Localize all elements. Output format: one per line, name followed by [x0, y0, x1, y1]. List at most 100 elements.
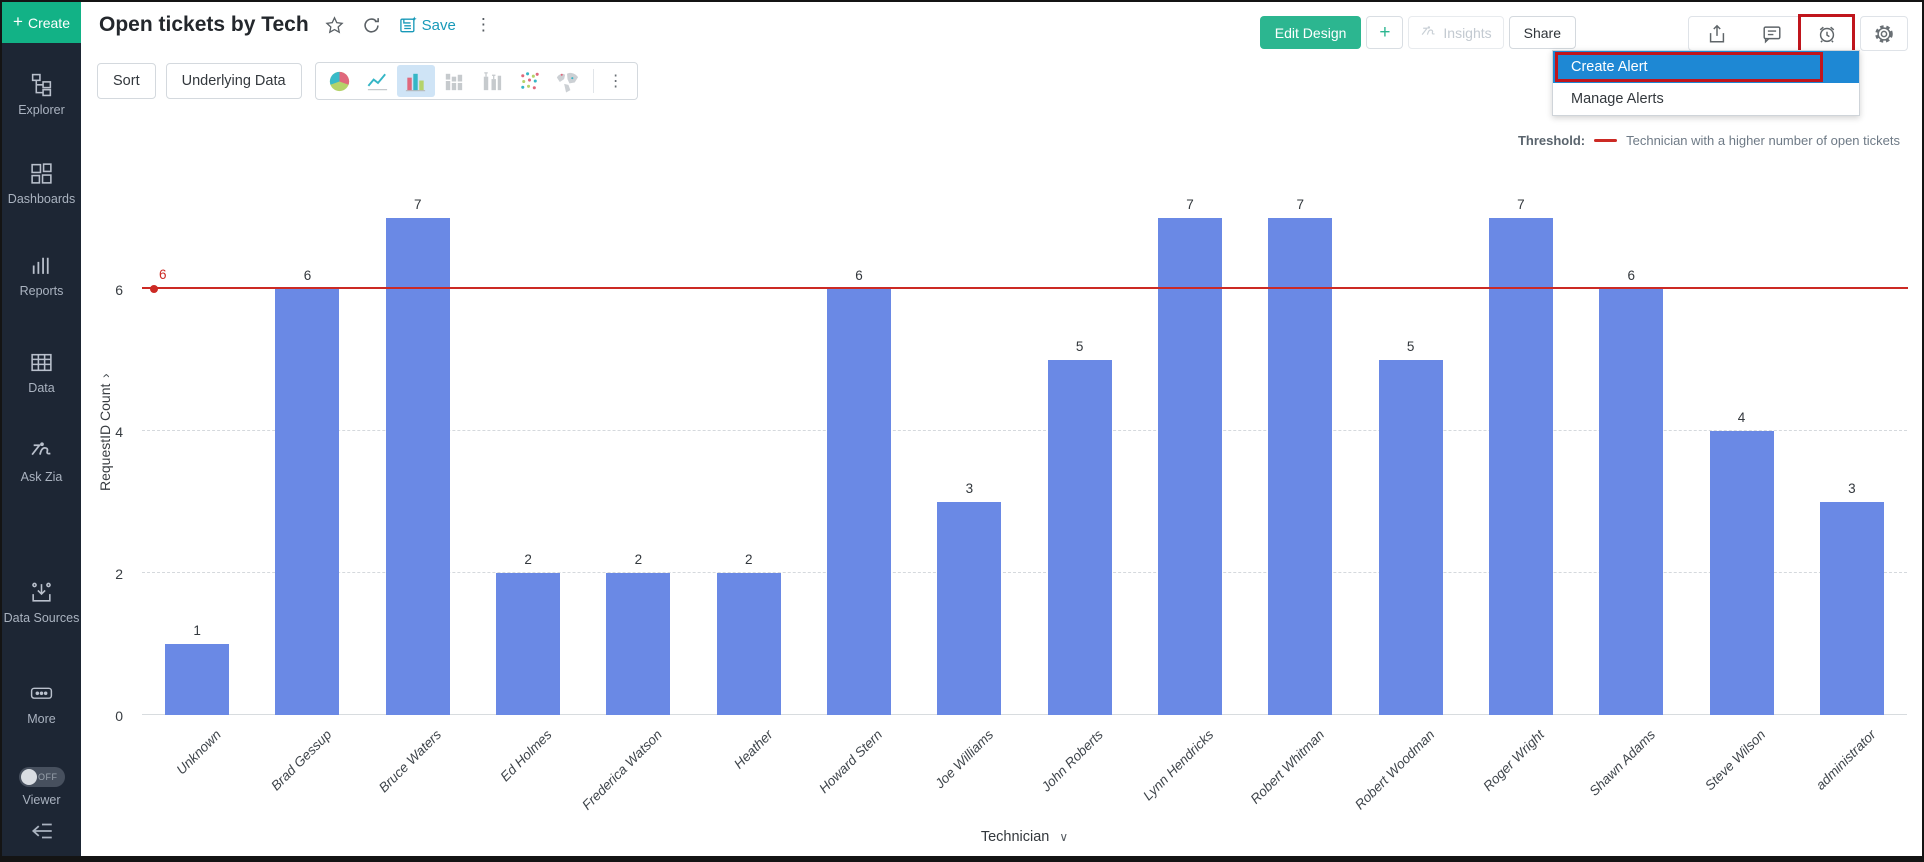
- threshold-legend: Threshold: Technician with a higher numb…: [1518, 133, 1900, 148]
- chevron-down-icon: ∨: [1059, 830, 1069, 844]
- bar-slot: 3 Joe Williams: [914, 202, 1024, 791]
- bar-value-label: 6: [1627, 268, 1635, 283]
- x-category-label: Brad Gessup: [267, 727, 335, 794]
- sidebar-item-data-sources[interactable]: Data Sources: [2, 580, 81, 626]
- insights-label: Insights: [1443, 24, 1492, 41]
- x-category-label: Heather: [730, 727, 776, 772]
- bar-chart-icon[interactable]: [396, 65, 435, 97]
- bar-whisker-chart-icon[interactable]: [473, 65, 511, 97]
- sidebar-item-more[interactable]: More: [2, 681, 81, 727]
- bar-steve-wilson[interactable]: [1709, 431, 1774, 715]
- x-category-label: Shawn Adams: [1586, 727, 1658, 799]
- edit-design-button[interactable]: Edit Design: [1259, 16, 1362, 49]
- collapse-arrow-icon: [31, 823, 52, 839]
- sidebar-item-viewer[interactable]: OFF Viewer: [2, 766, 81, 808]
- zia-icon: [1422, 26, 1436, 35]
- report-header: Open tickets by Tech Save: [99, 13, 496, 37]
- scatter-chart-icon[interactable]: [511, 65, 549, 97]
- sidebar-item-label: Reports: [19, 283, 64, 298]
- y-tick-label: 4: [115, 424, 123, 440]
- bar-heather[interactable]: [716, 573, 781, 715]
- viewer-toggle[interactable]: OFF: [18, 766, 65, 787]
- title-more-menu-button[interactable]: ⋮: [474, 15, 492, 34]
- bar-john-roberts[interactable]: [1047, 360, 1112, 715]
- bar-howard-stern[interactable]: [827, 289, 892, 715]
- star-icon: [325, 15, 344, 34]
- sidebar-item-reports[interactable]: Reports: [2, 253, 81, 299]
- share-button[interactable]: Share: [1508, 16, 1576, 49]
- data-sources-icon: [29, 580, 54, 605]
- menu-item-manage-alerts[interactable]: Manage Alerts: [1553, 83, 1859, 115]
- dashboards-icon: [29, 161, 54, 186]
- bar-slot: 2 Ed Holmes: [473, 202, 583, 784]
- gridline: [142, 572, 1907, 573]
- save-button[interactable]: Save: [398, 15, 456, 35]
- menu-item-create-alert[interactable]: Create Alert: [1553, 51, 1859, 83]
- plus-icon: +: [13, 12, 23, 31]
- stacked-bar-chart-icon[interactable]: [435, 65, 473, 97]
- x-axis-line: [142, 714, 1907, 715]
- gear-icon: [1875, 24, 1893, 43]
- settings-button[interactable]: [1860, 16, 1908, 51]
- bar-frederica-watson[interactable]: [606, 573, 671, 715]
- underlying-data-button[interactable]: Underlying Data: [165, 63, 302, 99]
- bar-slot: 1 Unknown: [142, 202, 252, 777]
- map-chart-icon[interactable]: [549, 65, 587, 97]
- x-category-label: Steve Wilson: [1701, 727, 1769, 794]
- bar-shawn-adams[interactable]: [1599, 289, 1664, 715]
- pie-chart-icon[interactable]: [321, 65, 359, 97]
- threshold-line-swatch: [1594, 139, 1618, 142]
- x-category-label: Bruce Waters: [376, 727, 445, 796]
- bar-robert-whitman[interactable]: [1268, 218, 1333, 715]
- bar-ed-holmes[interactable]: [496, 573, 561, 715]
- bar-roger-wright[interactable]: [1488, 218, 1553, 715]
- bar-slot: 6 Shawn Adams: [1576, 202, 1686, 799]
- bar-joe-williams[interactable]: [937, 502, 1002, 715]
- bar-robert-woodman[interactable]: [1378, 360, 1443, 715]
- x-category-label: Ed Holmes: [497, 727, 555, 785]
- bar-administrator[interactable]: [1819, 502, 1884, 715]
- bar-unknown[interactable]: [165, 644, 230, 715]
- sidebar-item-ask-zia[interactable]: Ask Zia: [2, 439, 81, 485]
- alerts-button[interactable]: [1798, 14, 1855, 53]
- sort-button[interactable]: Sort: [97, 63, 156, 99]
- bar-brad-gessup[interactable]: [275, 289, 340, 715]
- sidebar-item-label: Ask Zia: [20, 470, 63, 484]
- refresh-icon: [364, 17, 380, 33]
- bar-value-label: 1: [193, 623, 201, 638]
- chart-type-more-button[interactable]: ⋮: [607, 73, 624, 90]
- line-chart-icon[interactable]: [359, 65, 397, 97]
- create-button-label: Create: [27, 14, 70, 31]
- threshold-legend-label: Threshold:: [1517, 133, 1586, 148]
- divider: [592, 69, 594, 93]
- export-button[interactable]: [1689, 17, 1744, 50]
- create-button[interactable]: + Create: [2, 2, 81, 43]
- x-category-label: Roger Wright: [1480, 727, 1548, 794]
- toggle-state-label: OFF: [38, 771, 58, 782]
- sidebar-item-data[interactable]: Data: [2, 350, 81, 396]
- threshold-legend-text: Technician with a higher number of open …: [1626, 133, 1900, 148]
- bar-slot: 2 Heather: [694, 202, 804, 772]
- bar-bruce-waters[interactable]: [385, 218, 450, 715]
- insights-button[interactable]: Insights: [1408, 16, 1504, 49]
- comments-button[interactable]: [1744, 17, 1799, 50]
- chart-toolbar: Sort Underlying Data ⋮: [97, 62, 638, 100]
- favorite-star-button[interactable]: [324, 14, 346, 36]
- refresh-button[interactable]: [361, 14, 383, 36]
- x-category-label: administrator: [1812, 727, 1879, 793]
- header-icon-group: [1688, 14, 1855, 53]
- bar-value-label: 3: [1848, 481, 1856, 496]
- page-title: Open tickets by Tech: [99, 13, 309, 36]
- sidebar-item-explorer[interactable]: Explorer: [2, 72, 81, 118]
- x-axis-title[interactable]: Technician ∨: [142, 829, 1907, 845]
- bar-lynn-hendricks[interactable]: [1157, 218, 1222, 715]
- sidebar-item-dashboards[interactable]: Dashboards: [2, 161, 81, 207]
- collapse-sidebar-button[interactable]: [2, 818, 81, 844]
- sidebar-item-label: Data Sources: [3, 611, 80, 626]
- sidebar-item-label: Dashboards: [7, 192, 76, 207]
- y-axis-ticks: 0 2 4 6: [81, 202, 133, 724]
- bar-slot: 7 Roger Wright: [1466, 197, 1576, 794]
- add-button[interactable]: +: [1366, 16, 1404, 49]
- save-icon: [399, 16, 417, 33]
- bar-value-label: 5: [1075, 339, 1084, 354]
